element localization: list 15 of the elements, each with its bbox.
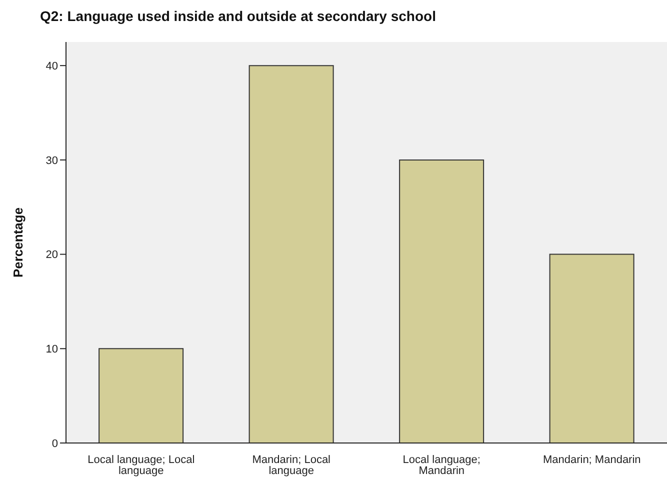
- bar: [98, 348, 184, 443]
- x-tick-label: Mandarin; Mandarin: [542, 454, 641, 466]
- bar: [399, 159, 484, 443]
- x-tick-label: Mandarin; Local language: [252, 454, 331, 477]
- x-tick-label: Local language; Local language: [88, 454, 195, 477]
- chart-title: Q2: Language used inside and outside at secondary school: [40, 8, 436, 24]
- bar: [549, 254, 634, 443]
- y-tick-label: 20: [46, 249, 58, 262]
- y-tick-label: 0: [52, 438, 58, 450]
- y-tick-label: 30: [46, 154, 58, 167]
- y-tick-label: 10: [46, 344, 58, 356]
- y-axis-title: Percentage: [10, 207, 26, 278]
- x-tick-label: Local language; Mandarin: [402, 454, 480, 477]
- y-tick-label: 40: [46, 60, 58, 72]
- bar: [248, 65, 334, 443]
